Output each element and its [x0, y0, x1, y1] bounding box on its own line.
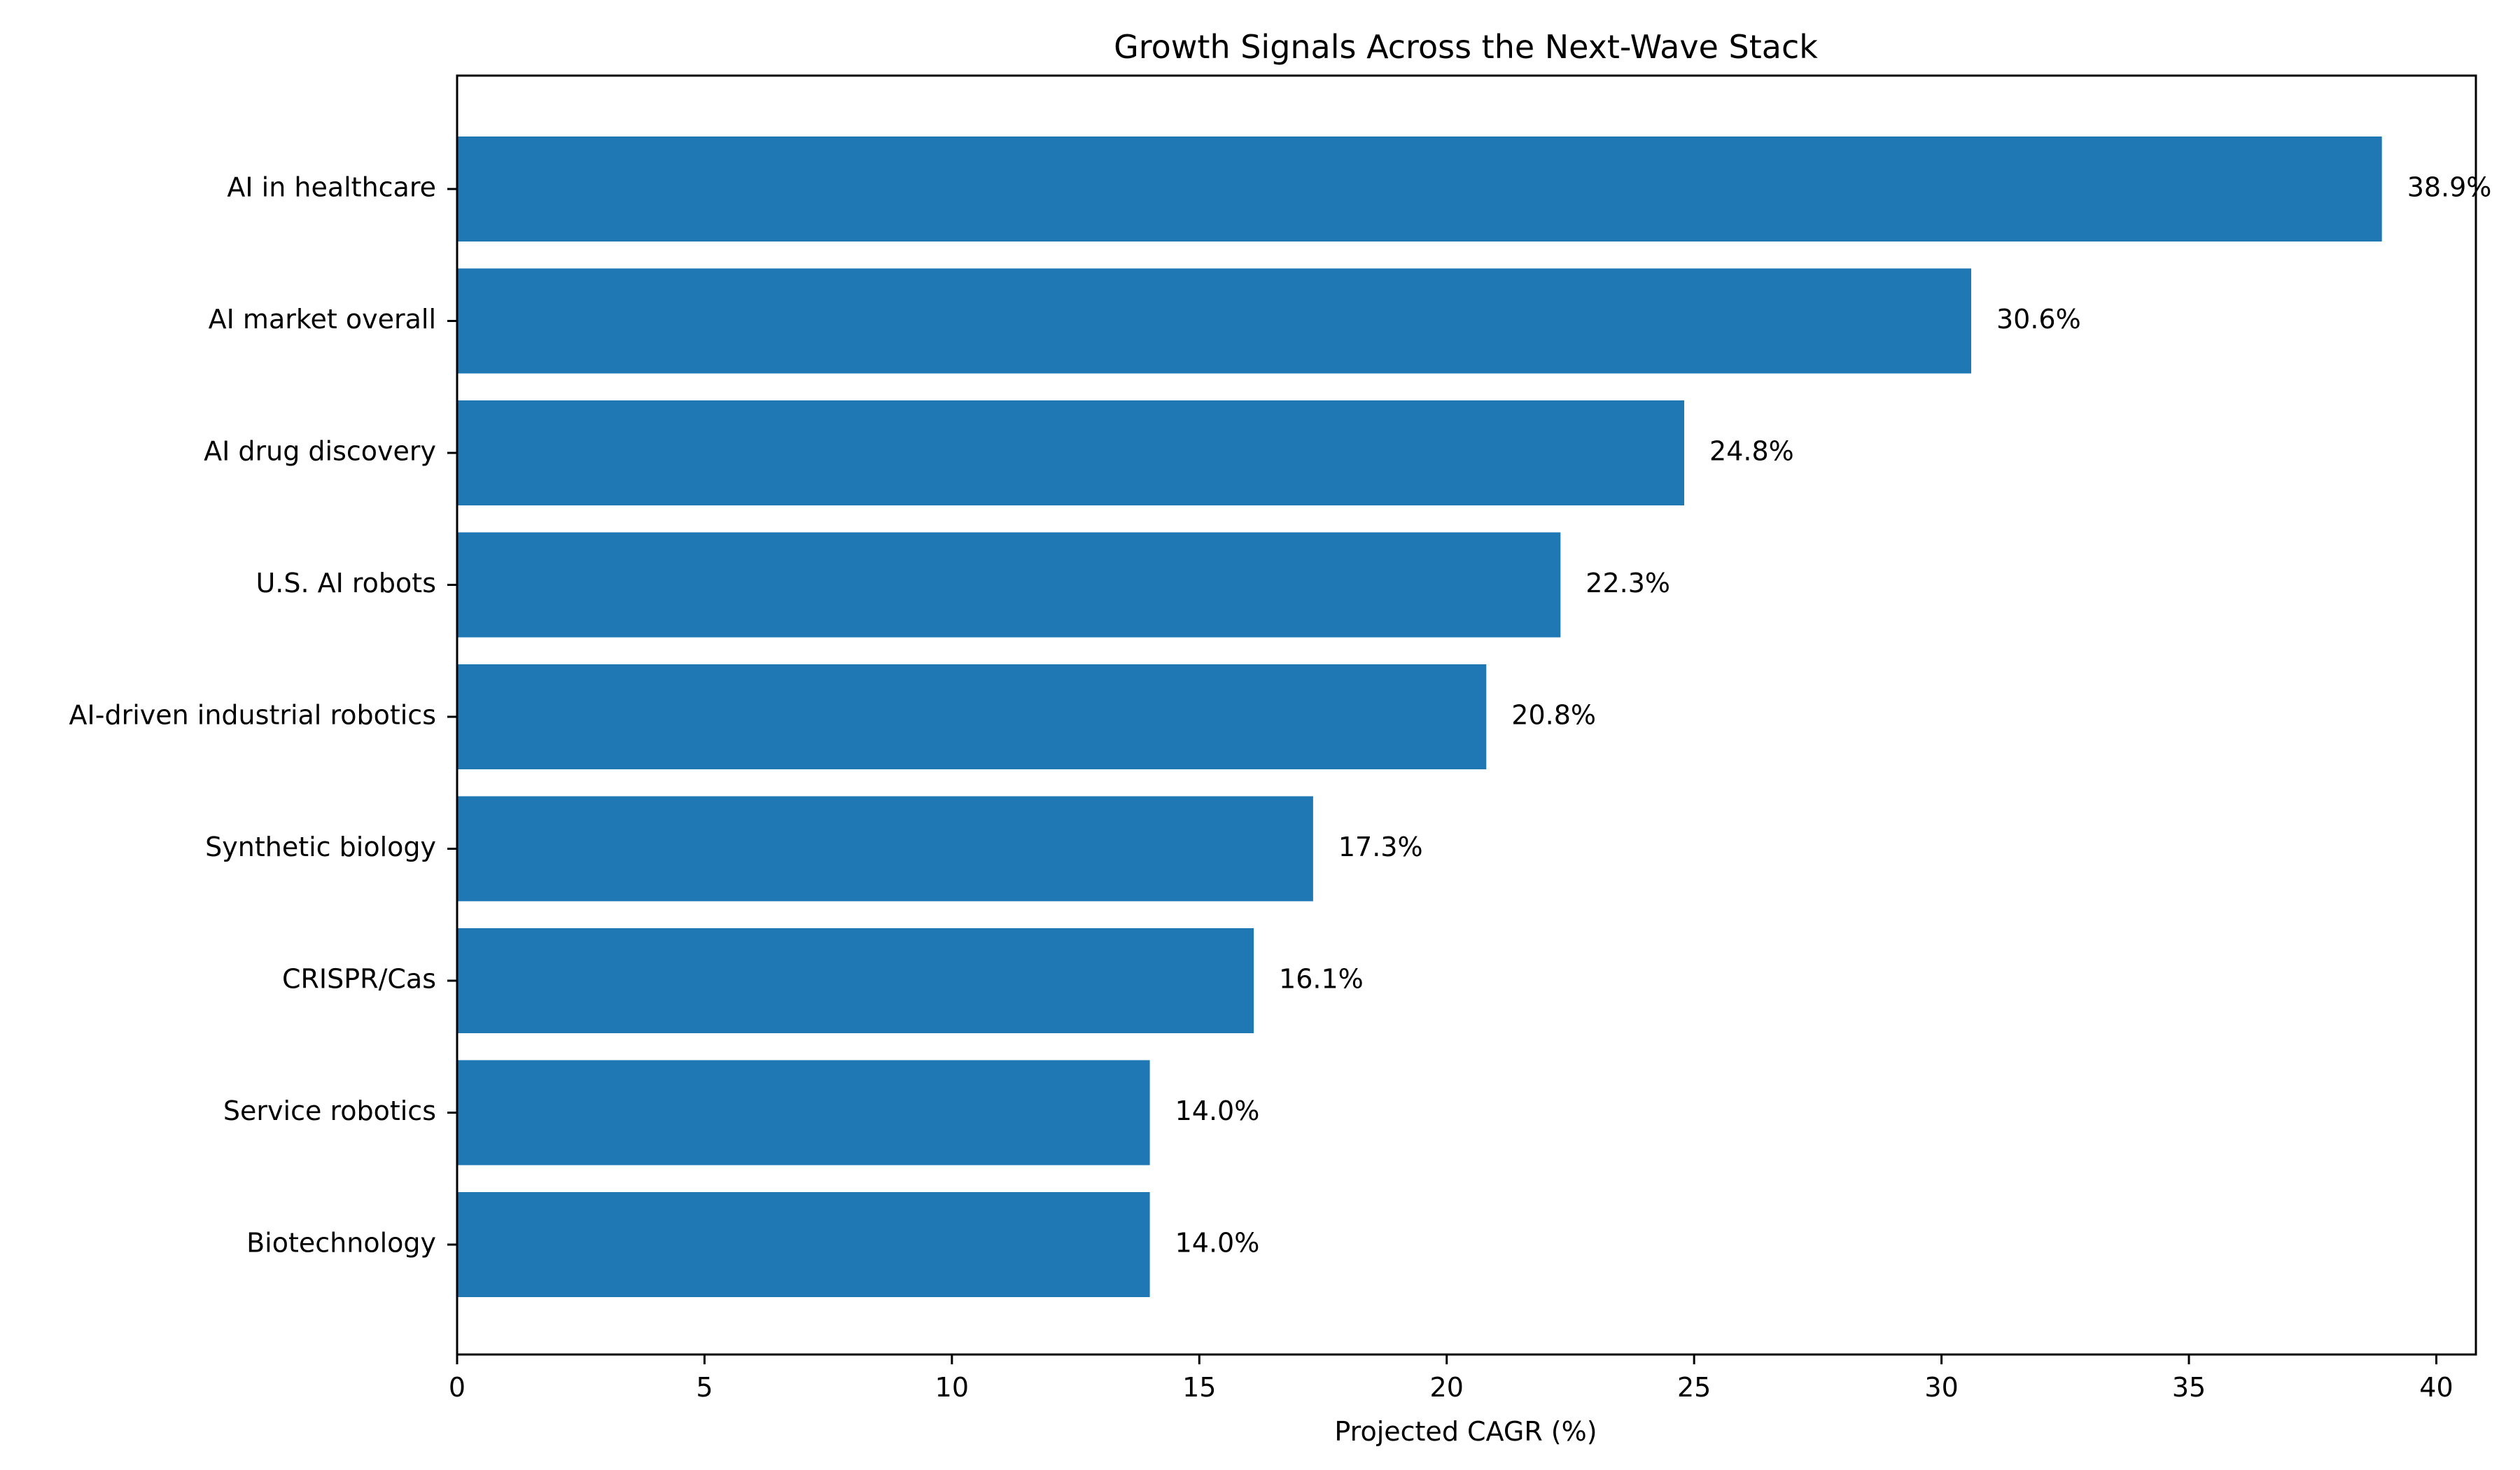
x-axis: 0 5 10 15 20 25 30 35 40: [449, 1354, 2454, 1403]
bar-0: [457, 136, 2382, 241]
y-tick-label-5: Synthetic biology: [205, 832, 436, 862]
data-label-6: 16.1%: [1279, 964, 1364, 995]
y-tick-label-6: CRISPR/Cas: [282, 964, 436, 995]
y-tick-label-3: U.S. AI robots: [255, 568, 436, 598]
x-tick-label-8: 40: [2419, 1372, 2453, 1403]
data-labels-layer: 38.9% 30.6% 24.8% 22.3% 20.8% 17.3% 16.1% 14.0%…: [1175, 172, 2492, 1259]
y-tick-label-0: AI in healthcare: [227, 172, 436, 203]
y-tick-label-7: Service robotics: [223, 1096, 436, 1126]
x-tick-label-6: 30: [1924, 1372, 1958, 1403]
plot-frame: [456, 74, 2477, 1356]
bar-5: [457, 796, 1313, 902]
y-tick-label-1: AI market overall: [209, 304, 436, 335]
bar-6: [457, 928, 1254, 1033]
bar-4: [457, 664, 1487, 769]
bars-layer: [457, 136, 2382, 1297]
data-label-2: 24.8%: [1709, 436, 1794, 467]
x-tick-label-0: 0: [449, 1372, 465, 1403]
x-tick-label-1: 5: [696, 1372, 713, 1403]
bar-7: [457, 1060, 1150, 1166]
x-axis-label: Projected CAGR (%): [1334, 1416, 1597, 1447]
data-label-7: 14.0%: [1175, 1096, 1260, 1126]
chart-title: Growth Signals Across the Next-Wave Stac…: [1114, 28, 1818, 66]
data-label-1: 30.6%: [1996, 304, 2081, 335]
data-label-4: 20.8%: [1511, 700, 1596, 731]
data-label-5: 17.3%: [1338, 832, 1423, 862]
x-tick-label-7: 35: [2172, 1372, 2206, 1403]
x-tick-label-3: 15: [1182, 1372, 1216, 1403]
x-tick-label-5: 25: [1677, 1372, 1711, 1403]
y-tick-label-2: AI drug discovery: [204, 436, 436, 467]
x-tick-label-2: 10: [935, 1372, 969, 1403]
data-label-0: 38.9%: [2407, 172, 2492, 203]
bar-8: [457, 1192, 1150, 1297]
x-tick-label-4: 20: [1430, 1372, 1464, 1403]
y-tick-label-8: Biotechnology: [246, 1228, 436, 1259]
y-axis: AI in healthcare AI market overall AI drug…: [69, 172, 457, 1259]
data-label-8: 14.0%: [1175, 1228, 1260, 1259]
bar-3: [457, 532, 1561, 638]
bar-2: [457, 400, 1685, 505]
data-label-3: 22.3%: [1586, 568, 1670, 598]
y-tick-label-4: AI-driven industrial robotics: [69, 700, 436, 731]
bar-1: [457, 268, 1971, 374]
